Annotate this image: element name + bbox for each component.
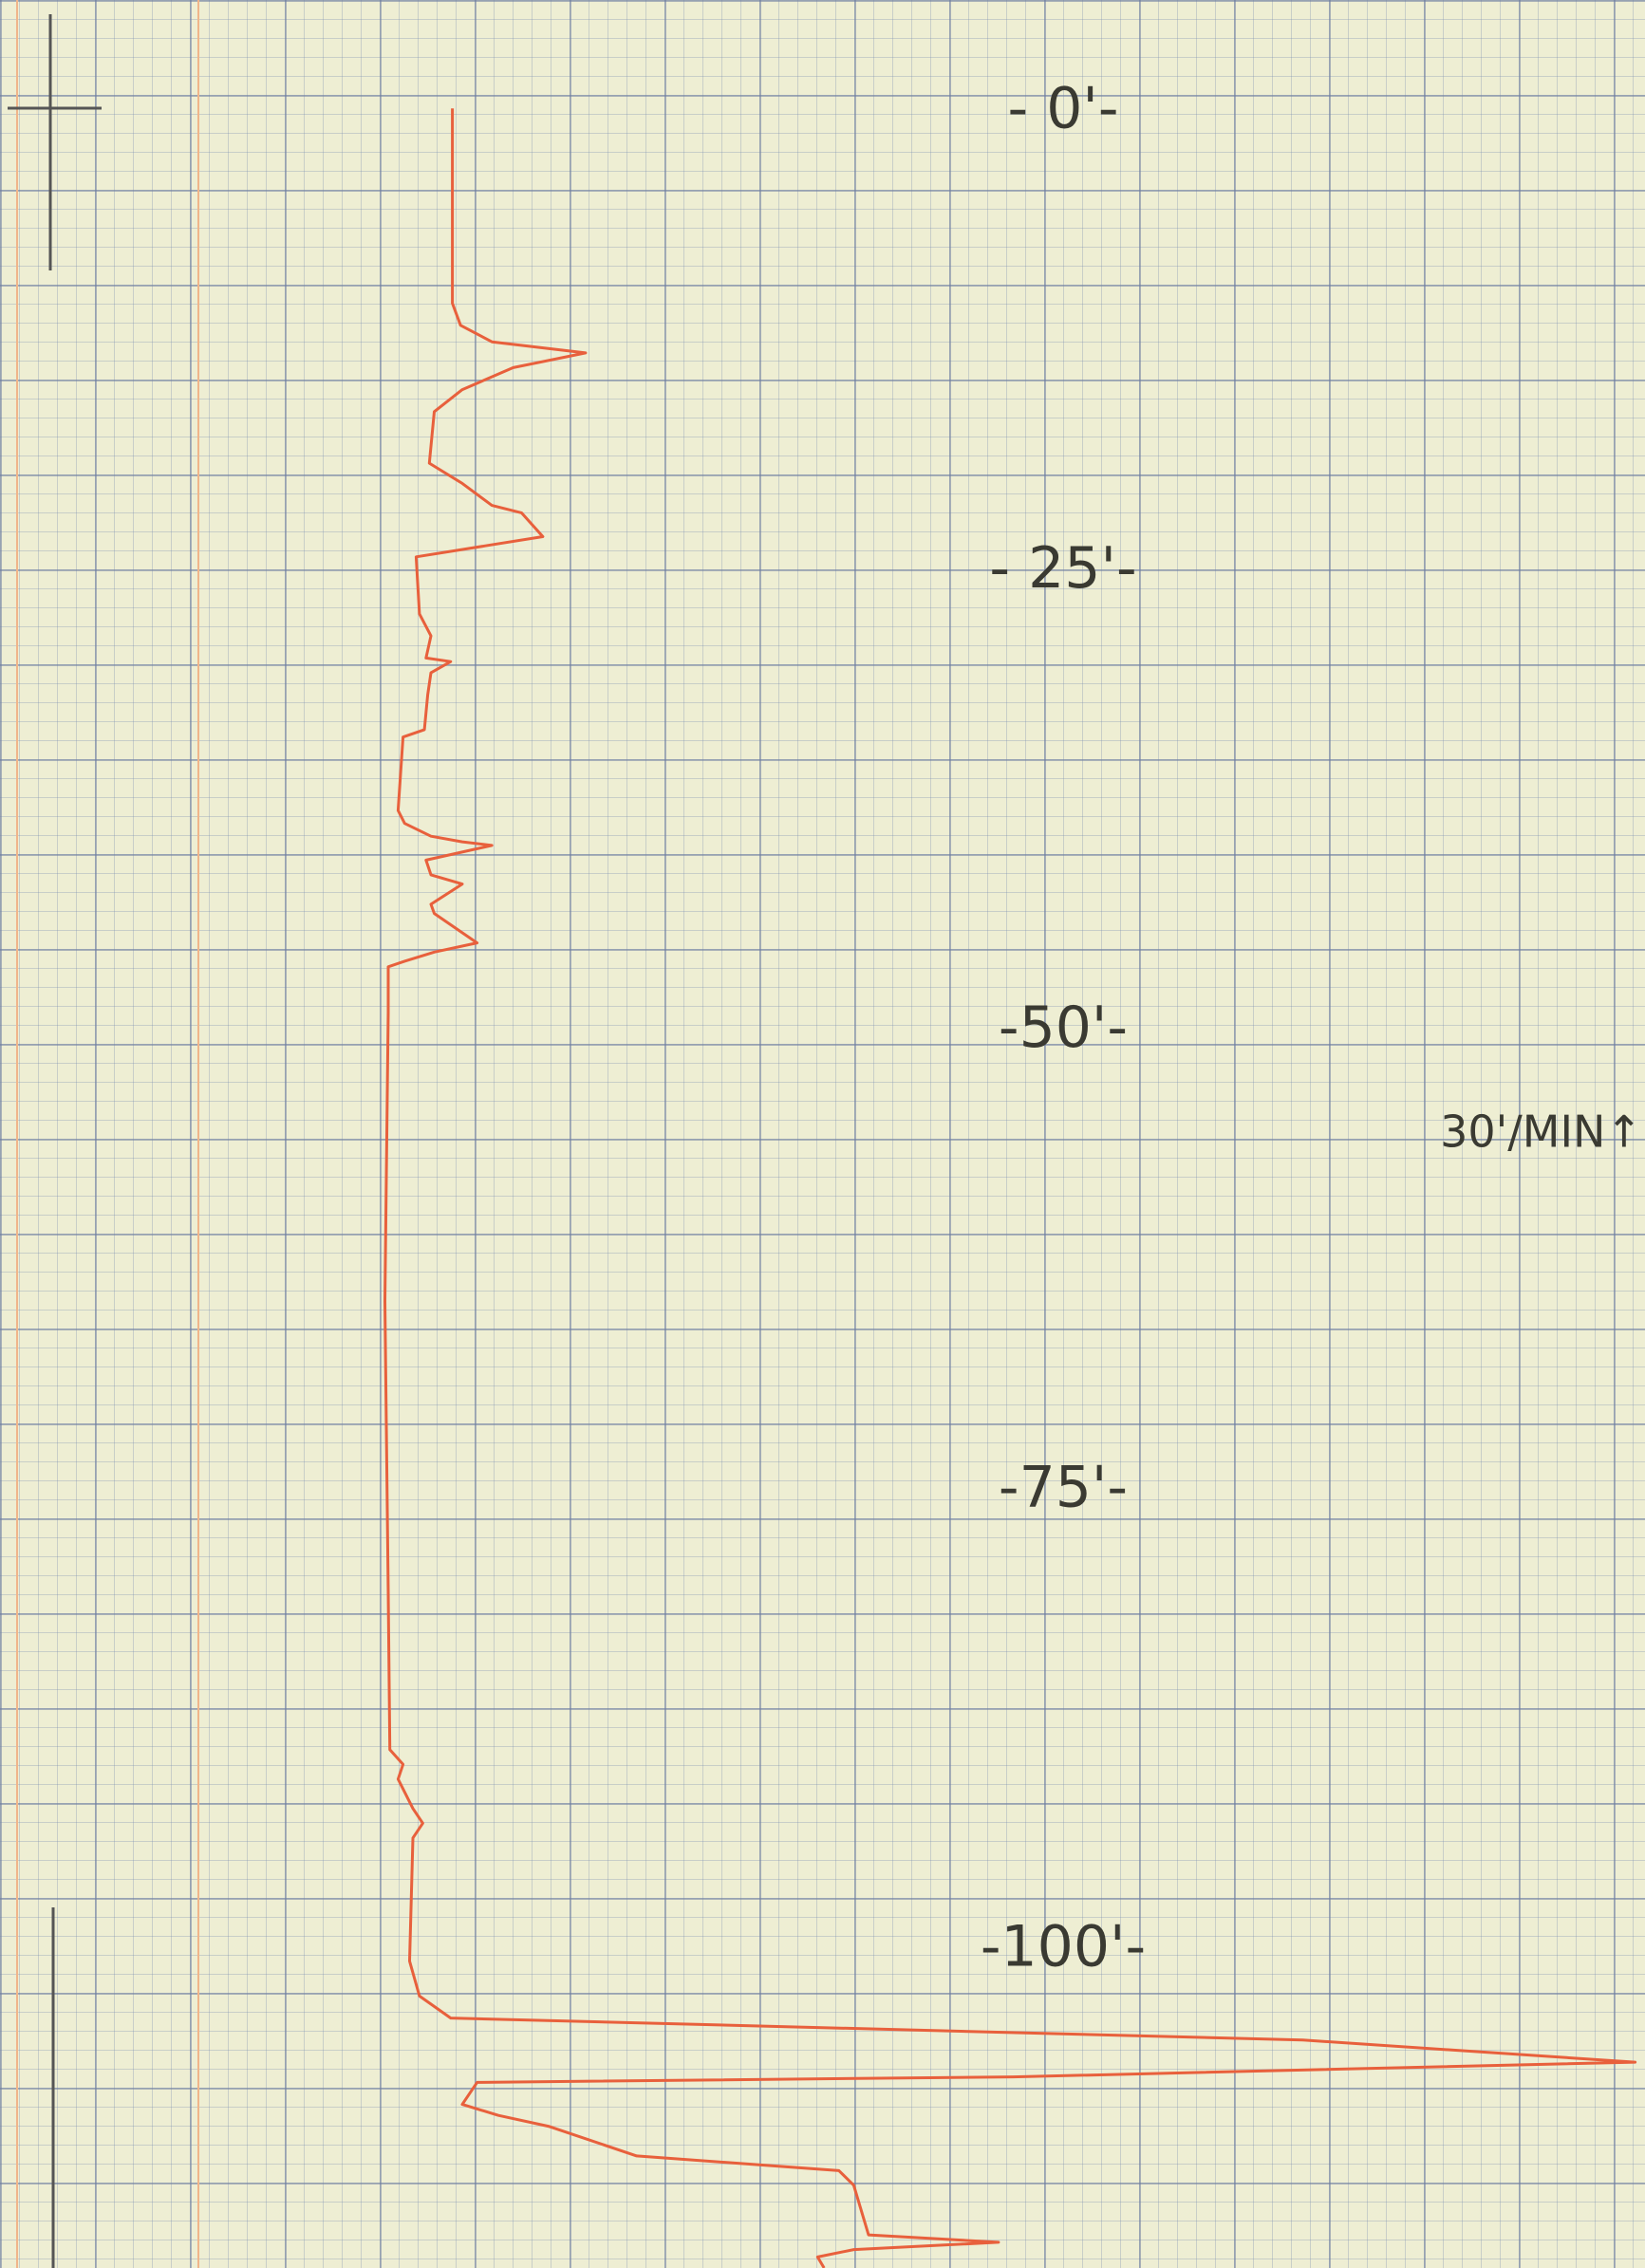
y-tick-label: -75'- [999,1454,1128,1520]
y-tick-label: - 25'- [989,535,1136,602]
log-trace [383,108,1637,2268]
y-tick-label: -100'- [981,1914,1146,1980]
annotation: 30'/MIN↑ [1440,1106,1642,1158]
y-tick-label: -50'- [999,995,1128,1061]
y-tick-label: - 0'- [1007,76,1118,142]
